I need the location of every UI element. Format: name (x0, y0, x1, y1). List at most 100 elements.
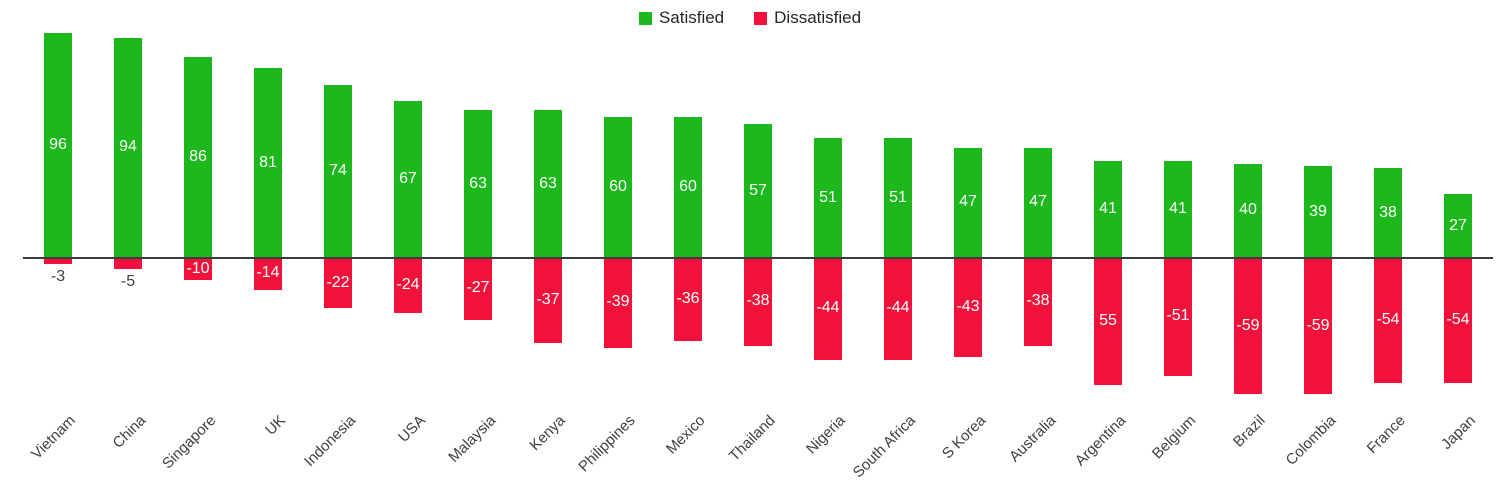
satisfied-value-label: 51 (889, 188, 907, 206)
category-label-australia: Australia (1005, 412, 1060, 466)
bar-column-indonesia: 74 -22 Indonesia (300, 0, 373, 500)
dissatisfied-value-label: -51 (1166, 307, 1190, 325)
satisfied-value-label: 41 (1169, 200, 1187, 218)
bar-column-singapore: 86 -10 Singapore (159, 0, 233, 500)
satisfied-value-label: 60 (679, 178, 697, 196)
dissatisfied-value-label: -44 (816, 299, 840, 317)
satisfied-bar: 47 (954, 147, 982, 257)
bar-column-belgium: 41 -51 Belgium (1143, 0, 1213, 500)
satisfied-value-label: 60 (609, 178, 627, 196)
satisfied-value-label: 81 (259, 153, 277, 171)
bar-column-south-africa: 51 -44 South Africa (850, 0, 933, 500)
satisfied-value-label: 86 (189, 147, 207, 165)
dissatisfied-value-label: -59 (1306, 316, 1330, 334)
category-label-kenya: Kenya (526, 412, 570, 455)
bar-column-kenya: 63 -37 Kenya (513, 0, 583, 500)
dissatisfied-value-label: -54 (1376, 310, 1400, 328)
satisfied-bar: 94 (114, 37, 142, 257)
dissatisfied-bar: -10 (184, 257, 212, 281)
bar-column-usa: 67 -24 USA (373, 0, 443, 500)
bar-column-uk: 81 -14 UK (233, 0, 303, 500)
bar-column-colombia: 39 -59 Colombia (1282, 0, 1353, 500)
bar-column-malaysia: 63 -27 Malaysia (443, 0, 513, 500)
satisfied-value-label: 96 (49, 136, 67, 154)
category-label-singapore: Singapore (158, 412, 220, 473)
category-label-mexico: Mexico (663, 412, 710, 458)
category-label-thailand: Thailand (726, 412, 780, 465)
dissatisfied-value-label: -22 (326, 273, 350, 291)
dissatisfied-bar: -38 (1024, 257, 1052, 346)
bar-column-thailand: 57 -38 Thailand (723, 0, 793, 500)
bar-column-brazil: 40 -59 Brazil (1213, 0, 1283, 500)
dissatisfied-bar: -36 (674, 257, 702, 341)
category-label-argentina: Argentina (1071, 412, 1130, 470)
dissatisfied-bar: -27 (464, 257, 492, 320)
satisfied-value-label: 74 (329, 161, 347, 179)
satisfied-bar: 86 (184, 56, 212, 257)
satisfied-bar: 74 (324, 84, 352, 257)
dissatisfied-bar (114, 257, 142, 269)
satisfied-value-label: 40 (1239, 201, 1257, 219)
satisfied-bar: 41 (1164, 161, 1192, 257)
dissatisfied-bar: -44 (814, 257, 842, 360)
satisfied-value-label: 63 (469, 174, 487, 192)
legend-label-dissatisfied: Dissatisfied (774, 8, 862, 27)
dissatisfied-value-label: 55 (1099, 312, 1117, 330)
satisfied-bar: 39 (1304, 166, 1332, 257)
dissatisfied-bar: -59 (1304, 257, 1332, 395)
legend: Satisfied Dissatisfied (0, 8, 1500, 28)
category-label-china: China (109, 412, 150, 452)
dissatisfied-bar: -22 (324, 257, 352, 309)
bar-column-japan: 27 -54 Japan (1423, 0, 1493, 500)
bar-column-vietnam: 96 -3 Vietnam (23, 0, 93, 500)
satisfied-value-label: 67 (399, 169, 417, 187)
category-label-indonesia: Indonesia (300, 412, 360, 471)
category-label-uk: UK (262, 412, 290, 439)
satisfied-bar: 38 (1374, 168, 1402, 257)
satisfied-bar: 57 (744, 124, 772, 257)
satisfied-swatch-icon (638, 11, 652, 25)
dissatisfied-value-label: -27 (466, 279, 490, 297)
dissatisfied-bar: -54 (1444, 257, 1472, 383)
legend-item-satisfied: Satisfied (638, 8, 725, 28)
dissatisfied-bar: -24 (394, 257, 422, 313)
satisfied-bar: 51 (884, 138, 912, 257)
dissatisfied-bar (44, 257, 72, 264)
dissatisfied-bar: -39 (604, 257, 632, 348)
category-label-s-korea: S Korea (938, 412, 990, 463)
dissatisfied-swatch-icon (754, 11, 768, 25)
dissatisfied-bar: -38 (744, 257, 772, 346)
dissatisfied-value-label: -24 (396, 275, 420, 293)
dissatisfied-value-label: -36 (676, 289, 700, 307)
dissatisfied-bar: -59 (1234, 257, 1262, 395)
satisfied-value-label: 51 (819, 188, 837, 206)
category-label-malaysia: Malaysia (445, 412, 500, 466)
dissatisfied-bar: -37 (534, 257, 562, 344)
bar-column-nigeria: 51 -44 Nigeria (793, 0, 863, 500)
satisfied-bar: 96 (44, 33, 72, 257)
satisfied-bar: 27 (1444, 194, 1472, 257)
x-axis-line (23, 257, 1493, 259)
dissatisfied-value-label: -43 (956, 298, 980, 316)
dissatisfied-value-label: -38 (746, 292, 770, 310)
dissatisfied-bar: -54 (1374, 257, 1402, 383)
dissatisfied-value-label: -5 (120, 272, 136, 290)
satisfied-value-label: 94 (119, 138, 137, 156)
satisfied-bar: 63 (534, 110, 562, 257)
satisfied-value-label: 63 (539, 174, 557, 192)
legend-item-dissatisfied: Dissatisfied (754, 8, 861, 28)
legend-label-satisfied: Satisfied (658, 8, 725, 27)
bar-column-australia: 47 -38 Australia (1003, 0, 1073, 500)
dissatisfied-bar: -44 (884, 257, 912, 360)
satisfied-bar: 63 (464, 110, 492, 257)
dissatisfied-value-label: -44 (886, 299, 910, 317)
category-label-usa: USA (395, 412, 430, 446)
dissatisfied-value-label: -39 (606, 293, 630, 311)
dissatisfied-value-label: -59 (1236, 316, 1260, 334)
satisfied-value-label: 41 (1099, 200, 1117, 218)
satisfied-bar: 60 (674, 117, 702, 257)
dissatisfied-value-label: -14 (256, 264, 280, 282)
bar-column-mexico: 60 -36 Mexico (653, 0, 723, 500)
satisfied-bar: 60 (604, 117, 632, 257)
